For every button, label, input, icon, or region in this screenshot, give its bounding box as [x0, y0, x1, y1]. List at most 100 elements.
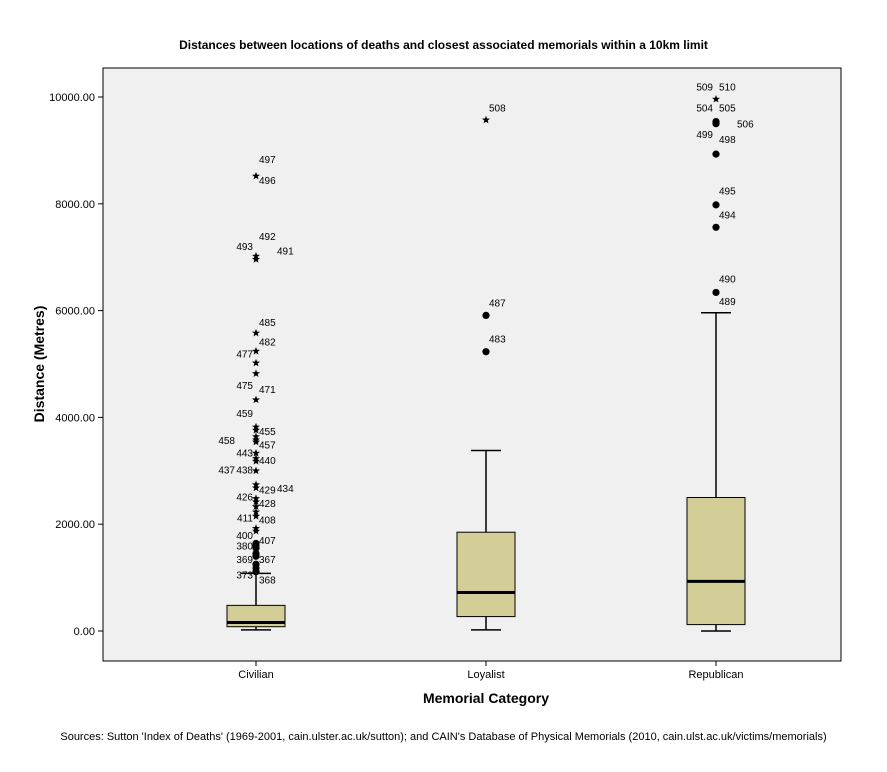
y-tick-label: 0.00 [74, 626, 95, 638]
case-label: 438 [236, 466, 253, 477]
case-label: 440 [259, 456, 276, 467]
extreme-point [252, 483, 260, 492]
case-label: 457 [259, 441, 276, 452]
source-note: Sources: Sutton 'Index of Deaths' (1969-… [60, 731, 827, 743]
box-loyalist [456, 531, 516, 618]
extreme-point [252, 511, 260, 520]
case-label: 369 [236, 555, 253, 566]
x-tick-label: Civilian [238, 669, 273, 681]
case-label: 380 [236, 542, 253, 553]
case-label: 368 [259, 576, 276, 587]
outlier-point [712, 223, 720, 231]
extreme-point [252, 448, 260, 457]
case-label: 497 [259, 155, 276, 166]
case-label: 498 [719, 135, 736, 146]
case-label: 495 [719, 186, 736, 197]
outlier-point [712, 150, 720, 158]
extreme-point [252, 497, 260, 506]
extreme-point [252, 456, 260, 465]
axes: 0.00 2000.00 4000.00 6000.00 8000.00 10000.00… [49, 92, 743, 681]
case-label: 367 [259, 555, 276, 566]
case-label: 493 [236, 242, 253, 253]
x-axis-label: Memorial Category [423, 690, 549, 706]
case-label: 505 [719, 104, 736, 115]
case-label: 487 [489, 299, 506, 310]
case-label: 428 [259, 499, 276, 510]
case-label: 459 [236, 409, 253, 420]
extreme-point [252, 251, 260, 260]
case-label: 373 [236, 570, 253, 581]
case-label: 510 [719, 82, 736, 93]
case-label: 475 [236, 381, 253, 392]
x-tick-label: Republican [688, 669, 743, 681]
extreme-point [252, 426, 260, 434]
case-label: 492 [259, 232, 276, 243]
extreme-point [252, 422, 260, 431]
case-label: 504 [696, 104, 713, 115]
case-label: 499 [696, 130, 713, 141]
extreme-point [252, 395, 260, 404]
case-label: 508 [489, 104, 506, 115]
box-republican [686, 497, 746, 626]
case-label: 485 [259, 318, 276, 329]
case-label: 496 [259, 176, 276, 187]
outlier-point [252, 560, 260, 568]
outlier-point [482, 311, 490, 320]
extreme-point [252, 524, 260, 532]
case-label: 458 [218, 436, 235, 447]
case-label: 494 [719, 210, 736, 221]
case-label: 491 [277, 246, 294, 257]
case-label: 437 [218, 466, 235, 477]
case-label: 443 [236, 449, 253, 460]
case-label: 455 [259, 427, 276, 438]
case-label: 509 [696, 82, 713, 93]
outlier-point [712, 288, 720, 297]
case-label: 477 [236, 349, 253, 360]
y-tick-label: 10000.00 [49, 92, 95, 104]
extreme-point [252, 502, 260, 510]
extreme-point [482, 115, 490, 124]
case-label: 434 [277, 484, 294, 495]
case-label: 400 [236, 531, 253, 542]
y-tick-label: 2000.00 [55, 519, 95, 531]
case-label: 482 [259, 338, 276, 349]
extreme-point [712, 94, 720, 103]
case-label: 490 [719, 275, 736, 286]
extreme-point [252, 507, 260, 516]
case-label: 489 [719, 297, 736, 308]
outlier-point [482, 348, 490, 356]
extreme-point [252, 328, 260, 337]
case-label: 429 [259, 485, 276, 496]
case-label: 483 [489, 334, 506, 345]
y-tick-label: 4000.00 [55, 412, 95, 424]
y-tick-label: 8000.00 [55, 199, 95, 211]
case-label: 471 [259, 385, 276, 396]
y-tick-label: 6000.00 [55, 306, 95, 318]
outlier-point [252, 549, 260, 558]
outlier-point [252, 539, 260, 548]
extreme-point [252, 466, 260, 475]
case-label: 411 [237, 513, 253, 524]
extreme-point [252, 171, 260, 180]
extreme-point [252, 435, 260, 444]
extreme-point [252, 454, 260, 462]
y-axis-label: Distance (Metres) [31, 306, 47, 423]
x-tick-label: Loyalist [467, 669, 504, 681]
extreme-point [252, 526, 260, 535]
extreme-point [252, 432, 260, 441]
extreme-point [252, 255, 260, 263]
extreme-point [252, 369, 260, 378]
case-label: 506 [737, 120, 754, 131]
extreme-point [252, 346, 260, 355]
chart-marks: 368 373 367 369 380 407 400 408 411 428 426 429 434 4… [218, 82, 754, 632]
outlier-point [712, 117, 720, 126]
extreme-point [252, 480, 260, 489]
chart-title: Distances between locations of deaths an… [179, 38, 708, 52]
case-label: 426 [236, 492, 253, 503]
case-label: 407 [259, 536, 276, 547]
extreme-point [252, 358, 260, 367]
case-label: 408 [259, 515, 276, 526]
outlier-point [712, 201, 720, 209]
extreme-point [252, 494, 260, 502]
